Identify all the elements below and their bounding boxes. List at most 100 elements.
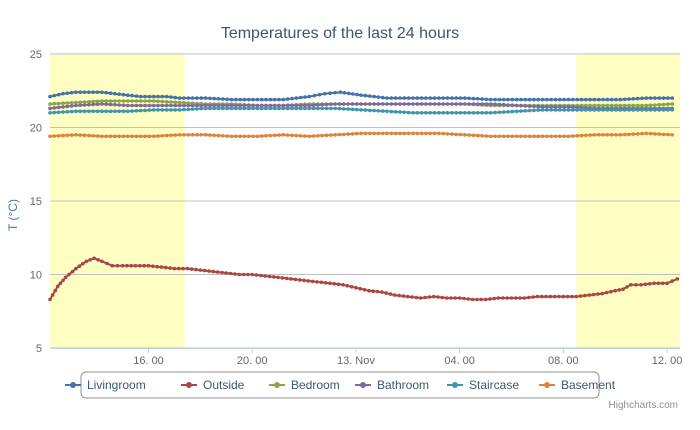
data-point xyxy=(164,94,169,99)
data-point xyxy=(406,102,411,106)
data-point xyxy=(298,103,303,108)
data-point xyxy=(584,108,588,112)
data-point xyxy=(255,97,260,102)
data-point xyxy=(126,134,130,139)
data-point xyxy=(545,105,549,109)
data-point xyxy=(488,111,493,115)
data-point xyxy=(437,102,441,106)
data-point xyxy=(371,289,376,294)
data-point xyxy=(91,90,95,94)
data-point xyxy=(349,285,354,289)
data-point xyxy=(653,132,657,136)
legend-item-bathroom[interactable]: Bathroom xyxy=(355,378,429,392)
legend-item-staircase[interactable]: Staircase xyxy=(447,378,519,392)
data-point xyxy=(250,272,254,277)
data-point xyxy=(311,106,316,111)
data-point xyxy=(177,100,182,105)
data-point xyxy=(385,102,389,106)
data-point xyxy=(212,103,216,108)
data-point xyxy=(657,132,662,136)
data-point xyxy=(177,133,182,137)
legend-label: Basement xyxy=(561,378,616,392)
data-point xyxy=(212,96,216,101)
data-point xyxy=(566,108,571,112)
data-point xyxy=(130,134,134,139)
data-point xyxy=(411,102,415,106)
data-point xyxy=(255,106,260,111)
data-point xyxy=(597,133,601,137)
data-point xyxy=(609,289,613,294)
data-point xyxy=(221,106,225,111)
data-point xyxy=(449,296,453,300)
data-point xyxy=(506,97,510,102)
legend-item-basement[interactable]: Basement xyxy=(539,378,616,392)
legend-item-outside[interactable]: Outside xyxy=(181,378,245,392)
data-point xyxy=(268,133,273,138)
data-point xyxy=(342,91,347,95)
data-point xyxy=(211,269,216,274)
data-point xyxy=(631,97,636,101)
data-point xyxy=(290,103,294,108)
data-point xyxy=(104,90,108,95)
data-point xyxy=(592,108,597,112)
x-tick-label-4: 08. 00 xyxy=(548,355,579,367)
data-point xyxy=(52,110,57,115)
legend-symbol-marker xyxy=(186,382,192,388)
data-point xyxy=(346,107,350,111)
data-point xyxy=(475,297,479,302)
data-point xyxy=(67,272,71,277)
data-point xyxy=(424,96,428,100)
data-point xyxy=(625,285,629,289)
data-point xyxy=(199,133,203,137)
data-point xyxy=(208,96,212,101)
data-point xyxy=(402,102,407,106)
data-point xyxy=(138,108,143,113)
data-point xyxy=(493,102,497,106)
data-point xyxy=(272,103,277,108)
data-point xyxy=(220,270,224,275)
series-outside xyxy=(48,256,680,302)
data-point xyxy=(614,133,618,137)
legend-item-bedroom[interactable]: Bedroom xyxy=(269,378,340,392)
data-point xyxy=(100,134,104,139)
data-point xyxy=(411,96,415,100)
data-point xyxy=(634,283,638,287)
data-point xyxy=(315,280,319,284)
data-point xyxy=(113,99,117,103)
data-point xyxy=(333,133,338,137)
data-point xyxy=(644,96,649,100)
data-point xyxy=(665,281,669,286)
data-point xyxy=(225,106,229,111)
data-point xyxy=(311,103,316,107)
data-point xyxy=(527,108,532,113)
data-point xyxy=(277,97,281,102)
data-point xyxy=(631,108,636,112)
data-point xyxy=(290,96,294,101)
data-point xyxy=(584,133,588,138)
data-point xyxy=(628,283,633,287)
data-point xyxy=(522,296,527,300)
data-point xyxy=(372,131,376,136)
data-point xyxy=(87,100,91,104)
data-point xyxy=(70,269,75,274)
data-point xyxy=(411,131,415,136)
credits-link[interactable]: Highcharts.com xyxy=(609,400,678,411)
data-point xyxy=(540,108,545,112)
data-point xyxy=(48,134,52,139)
data-point xyxy=(445,111,450,115)
data-point xyxy=(272,106,277,111)
data-point xyxy=(372,102,376,106)
data-point xyxy=(354,285,358,290)
data-point xyxy=(579,133,584,138)
data-point xyxy=(579,108,584,112)
data-point xyxy=(393,131,398,136)
data-point xyxy=(666,108,670,112)
data-point xyxy=(411,111,415,115)
legend-item-livingroom[interactable]: Livingroom xyxy=(65,378,146,392)
data-point xyxy=(553,134,558,139)
data-point xyxy=(445,102,450,106)
data-point xyxy=(355,131,359,136)
data-point xyxy=(402,96,407,100)
data-point xyxy=(234,106,238,111)
data-point xyxy=(419,111,424,115)
